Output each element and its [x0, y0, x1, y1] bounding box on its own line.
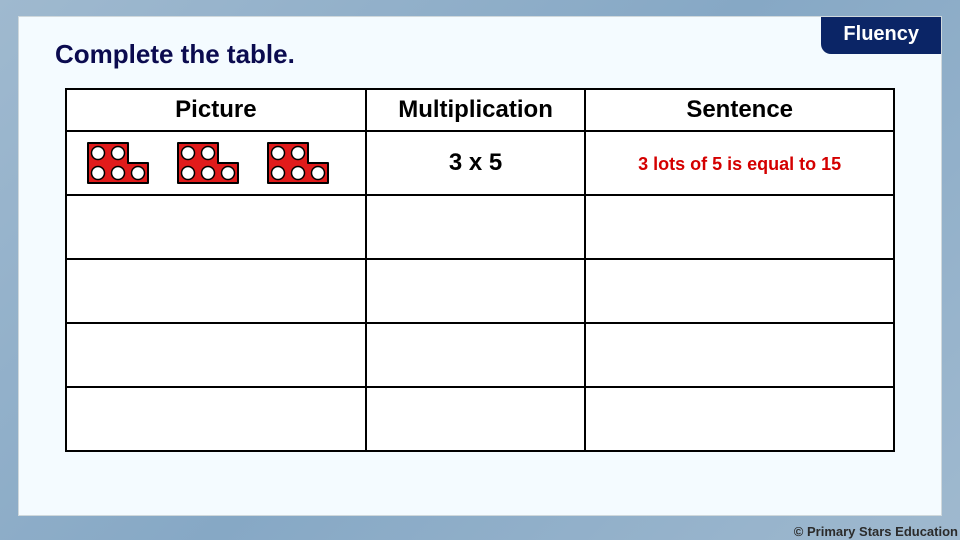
sentence-cell: 3 lots of 5 is equal to 15	[585, 131, 894, 195]
numicon-five-icon	[176, 141, 256, 185]
table-row	[66, 323, 894, 387]
col-header-multiplication: Multiplication	[366, 89, 586, 131]
table-row	[66, 195, 894, 259]
worksheet-table: Picture Multiplication Sentence 3 x 5 3 …	[65, 88, 895, 452]
picture-cell	[66, 131, 366, 195]
table-row	[66, 259, 894, 323]
numicon-five-icon	[266, 141, 346, 185]
picture-cell	[66, 387, 366, 451]
numicon-five-icon	[86, 141, 166, 185]
col-header-picture: Picture	[66, 89, 366, 131]
multiplication-cell	[366, 195, 586, 259]
table-body: 3 x 5 3 lots of 5 is equal to 15	[66, 131, 894, 451]
fluency-badge: Fluency	[821, 17, 941, 54]
sentence-value: 3 lots of 5 is equal to 15	[638, 154, 841, 174]
multiplication-cell: 3 x 5	[366, 131, 586, 195]
col-header-sentence: Sentence	[585, 89, 894, 131]
multiplication-cell	[366, 387, 586, 451]
multiplication-value: 3 x 5	[449, 149, 502, 176]
numicon-group	[67, 132, 365, 194]
multiplication-cell	[366, 259, 586, 323]
picture-cell	[66, 259, 366, 323]
table-row	[66, 387, 894, 451]
copyright-text: © Primary Stars Education	[794, 524, 958, 539]
picture-cell	[66, 323, 366, 387]
slide-frame: Fluency Complete the table. Picture Mult…	[0, 0, 960, 540]
sentence-cell	[585, 259, 894, 323]
instruction-text: Complete the table.	[55, 39, 905, 70]
sentence-cell	[585, 323, 894, 387]
picture-cell	[66, 195, 366, 259]
sentence-cell	[585, 387, 894, 451]
multiplication-cell	[366, 323, 586, 387]
sentence-cell	[585, 195, 894, 259]
table-header-row: Picture Multiplication Sentence	[66, 89, 894, 131]
worksheet-page: Fluency Complete the table. Picture Mult…	[18, 16, 942, 516]
table-row: 3 x 5 3 lots of 5 is equal to 15	[66, 131, 894, 195]
